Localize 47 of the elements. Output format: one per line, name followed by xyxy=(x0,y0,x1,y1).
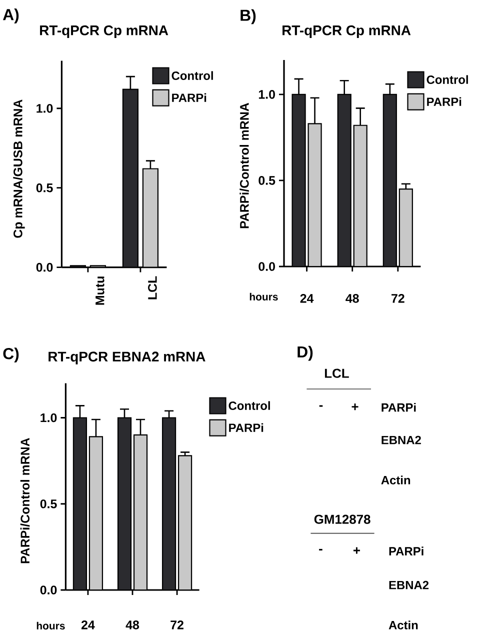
text: Actin xyxy=(388,620,418,630)
text: PARPi xyxy=(389,546,424,556)
chart-title: RT-qPCR Cp mRNA xyxy=(282,25,411,38)
y-tick-label: 0.5 xyxy=(36,183,53,192)
chart-title: RT-qPCR Cp mRNA xyxy=(40,25,168,38)
x-tick-label: 48 xyxy=(346,294,359,303)
text: + xyxy=(353,547,360,554)
text: EBNA2 xyxy=(382,436,421,444)
text: PARPi xyxy=(382,402,416,412)
y-tick-label: 0.5 xyxy=(258,176,276,185)
y-tick-label: 0.0 xyxy=(36,262,53,272)
text: A) xyxy=(2,8,19,24)
y-tick-label: 0.0 xyxy=(258,262,275,271)
text: EBNA2 xyxy=(389,580,429,590)
y-axis-title: PARPi/Control mRNA xyxy=(240,102,249,228)
y-tick-label: 1.0 xyxy=(258,90,275,99)
legend-label: Control xyxy=(172,71,213,80)
x-tick-label: 48 xyxy=(126,620,140,630)
legend-label: PARPi xyxy=(172,93,206,102)
text: B) xyxy=(240,9,256,24)
text: D) xyxy=(298,346,313,361)
legend-label: Control xyxy=(426,75,468,84)
x-tick-label: 24 xyxy=(300,294,314,303)
x-axis-title: hours xyxy=(250,292,278,301)
text: - xyxy=(319,548,322,550)
x-tick-label: 72 xyxy=(392,294,404,303)
text: C) xyxy=(3,348,19,362)
x-tick-label: LCL xyxy=(148,276,157,300)
x-tick-label: 72 xyxy=(170,620,184,630)
legend-label: PARPi xyxy=(229,423,264,432)
chart-title: RT-qPCR EBNA2 mRNA xyxy=(48,352,206,364)
x-axis-title: hours xyxy=(36,622,65,630)
y-tick-label: 0.0 xyxy=(40,586,57,594)
text: + xyxy=(352,404,358,410)
text: GM12878 xyxy=(314,514,370,524)
legend-label: PARPi xyxy=(427,97,462,106)
text: - xyxy=(319,405,323,407)
y-axis-title: PARPi/Control mRNA xyxy=(20,438,30,564)
x-tick-label: 24 xyxy=(81,620,95,630)
legend-label: Control xyxy=(228,401,270,410)
text: Actin xyxy=(381,476,410,484)
x-tick-label: Mutu xyxy=(96,276,104,305)
y-tick-label: 1.0 xyxy=(36,104,53,113)
y-tick-label: 0.5 xyxy=(40,499,57,508)
y-axis-title: Cp mRNA/GUSB mRNA xyxy=(13,100,25,238)
y-tick-label: 1.0 xyxy=(40,413,57,422)
text: LCL xyxy=(324,368,349,378)
